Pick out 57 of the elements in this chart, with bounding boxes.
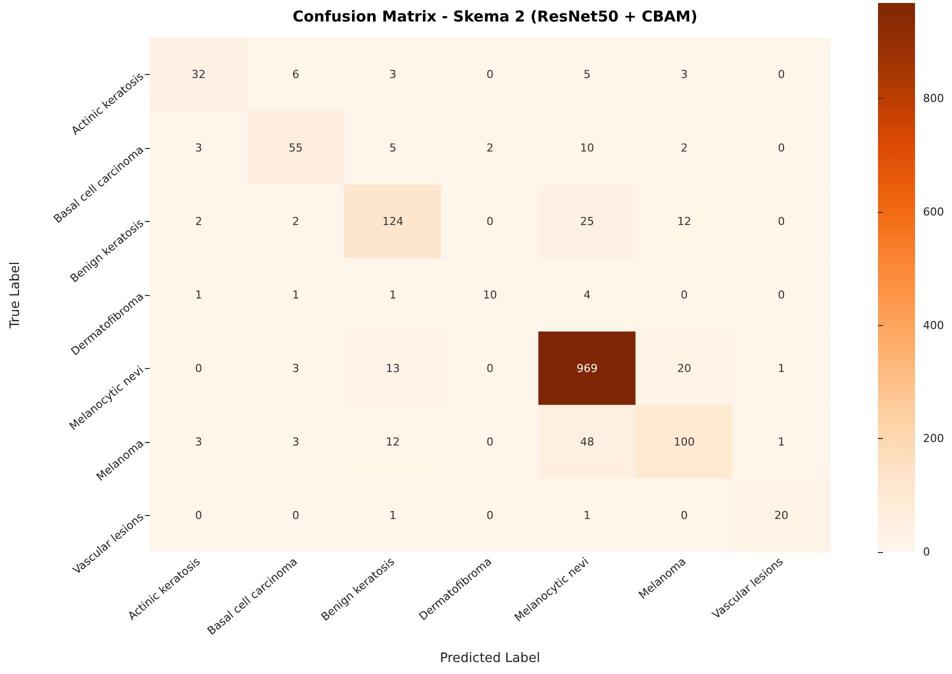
data-label: 5 [584, 68, 591, 82]
data-label: 1 [778, 362, 785, 375]
data-label: 1 [389, 288, 396, 302]
data-label: 0 [680, 508, 688, 522]
data-label: 4 [584, 288, 591, 302]
data-label: 20 [677, 362, 692, 375]
data-label: 2 [195, 215, 202, 228]
data-label: 48 [580, 435, 594, 448]
data-label: 0 [195, 362, 202, 375]
data-label: 0 [292, 508, 300, 522]
color-bar-label: 0 [923, 546, 930, 558]
data-label: 2 [486, 142, 494, 155]
data-label: 0 [195, 508, 202, 522]
data-label: 2 [292, 215, 300, 228]
data-label: 0 [778, 288, 785, 302]
data-label: 12 [677, 215, 692, 228]
data-label: 55 [288, 142, 303, 155]
data-label: 3 [195, 435, 202, 448]
data-label: 13 [386, 362, 400, 375]
color-bar-label: 200 [923, 432, 944, 446]
data-label: 32 [192, 68, 206, 82]
data-label: 5 [389, 142, 396, 155]
data-label: 0 [778, 215, 785, 228]
y-axis-title: True Label [8, 262, 23, 330]
data-label: 0 [778, 142, 785, 155]
color-bar-label: 800 [923, 92, 944, 106]
data-label: 1 [195, 288, 202, 302]
data-label: 0 [486, 68, 494, 82]
chart-title: Confusion Matrix - Skema 2 (ResNet50 + CBAM) [292, 8, 698, 26]
data-label: 6 [292, 68, 300, 82]
data-label: 10 [483, 288, 497, 302]
data-label: 10 [580, 142, 594, 155]
data-label: 1 [778, 435, 785, 448]
data-label: 1 [292, 288, 300, 302]
data-label: 3 [292, 435, 300, 448]
data-label: 124 [382, 215, 404, 228]
color-bar-label: 600 [923, 206, 944, 219]
x-axis-title: Predicted Label [440, 651, 540, 666]
data-label: 0 [486, 215, 494, 228]
data-label: 0 [486, 508, 494, 522]
data-label: 3 [389, 68, 396, 82]
data-label: 20 [774, 508, 788, 522]
data-label: 3 [680, 68, 688, 82]
data-label: 0 [680, 288, 688, 302]
data-label: 12 [386, 435, 400, 448]
data-label: 969 [576, 362, 598, 375]
data-label: 0 [778, 68, 785, 82]
data-label: 0 [486, 362, 494, 375]
data-label: 1 [584, 508, 591, 522]
data-label: 25 [580, 215, 594, 228]
color-bar-label: 400 [923, 318, 944, 332]
data-label: 100 [674, 435, 695, 448]
data-label: 2 [680, 142, 688, 155]
data-label: 1 [389, 508, 396, 522]
data-label: 3 [195, 142, 202, 155]
data-label: 3 [292, 362, 300, 375]
data-label: 0 [486, 435, 494, 448]
